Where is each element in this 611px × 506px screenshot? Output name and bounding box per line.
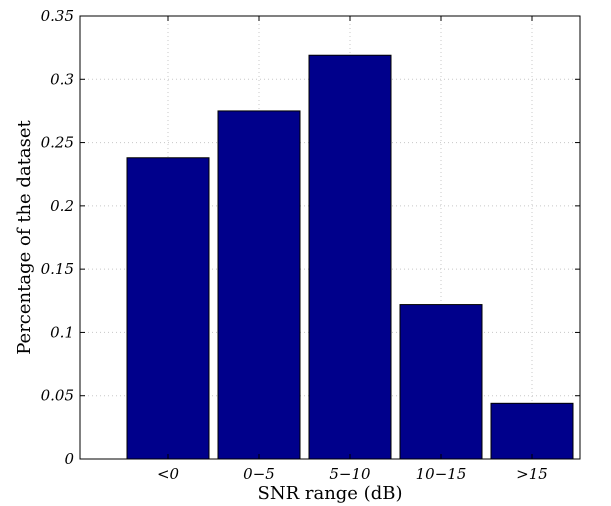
y-tick-label: 0.3 [50, 70, 74, 88]
x-tick-label: 10−15 [416, 465, 467, 483]
bar-4 [490, 402, 574, 460]
x-axis-label: SNR range (dB) [258, 483, 403, 504]
x-tick-label: 5−10 [329, 465, 371, 483]
y-tick-label: 0 [64, 450, 74, 468]
bars [126, 54, 574, 460]
tick-marks [80, 15, 580, 460]
x-tick-label: 0−5 [243, 465, 275, 483]
y-tick-label: 0.2 [50, 197, 74, 215]
y-tick-label: 0.1 [50, 323, 74, 341]
bar-1 [217, 110, 301, 460]
bar-0 [126, 157, 210, 460]
y-tick-label: 0.05 [41, 387, 74, 405]
x-tick-label: <0 [157, 465, 180, 483]
x-tick-label: >15 [516, 465, 548, 483]
y-tick-labels: 0 0.05 0.1 0.15 0.2 0.25 0.3 0.35 [41, 7, 75, 468]
x-tick-labels: <0 0−5 5−10 10−15 >15 [157, 465, 548, 483]
y-tick-label: 0.15 [41, 260, 74, 278]
bar-3 [399, 304, 483, 460]
y-tick-label: 0.35 [41, 7, 74, 25]
y-tick-label: 0.25 [41, 134, 74, 152]
bar-2 [308, 54, 392, 460]
y-axis-label: Percentage of the dataset [14, 119, 35, 354]
grid-lines [80, 16, 580, 459]
axes-frame [79, 15, 581, 460]
